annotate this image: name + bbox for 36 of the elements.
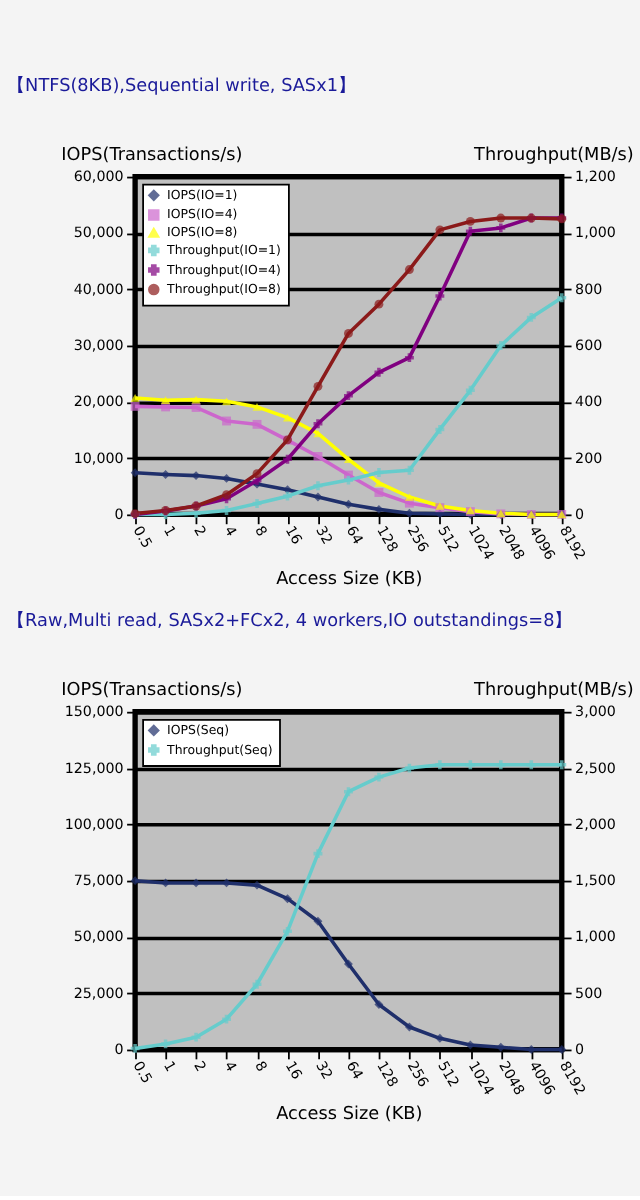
y-axis-title: IOPS(Transactions/s) bbox=[61, 145, 243, 166]
y2-tick-label: 500 bbox=[575, 983, 604, 1002]
y-tick-label: 20,000 bbox=[73, 392, 125, 411]
y-tick-label: 150,000 bbox=[64, 702, 125, 721]
y2-tick-label: 1,200 bbox=[575, 167, 617, 186]
y-tick-label: 125,000 bbox=[64, 758, 125, 777]
y2-axis-title: Throughput(MB/s) bbox=[472, 680, 634, 701]
y2-tick-label: 800 bbox=[575, 279, 604, 298]
y2-tick-label: 0 bbox=[575, 1040, 586, 1058]
y-tick-label: 0 bbox=[114, 1040, 125, 1058]
y-tick-label: 100,000 bbox=[64, 814, 125, 833]
y2-tick-label: 400 bbox=[575, 392, 604, 411]
y-tick-label: 75,000 bbox=[73, 871, 125, 890]
y-tick-label: 30,000 bbox=[73, 336, 125, 354]
y-tick-label: 60,000 bbox=[73, 167, 125, 186]
y-axis-title: IOPS(Transactions/s) bbox=[61, 680, 243, 701]
y2-tick-label: 200 bbox=[575, 448, 604, 467]
y2-tick-label: 1,000 bbox=[575, 927, 617, 946]
x-axis-title: Access Size (KB) bbox=[276, 570, 423, 591]
y-tick-label: 40,000 bbox=[73, 279, 125, 298]
y-tick-label: 10,000 bbox=[73, 448, 125, 467]
y-tick-label: 50,000 bbox=[73, 927, 125, 946]
y2-tick-label: 2,500 bbox=[575, 758, 617, 777]
y-tick-label: 50,000 bbox=[73, 223, 125, 242]
y-tick-label: 25,000 bbox=[73, 983, 125, 1002]
chart-title: 【Raw,Multi read, SASx2+FCx2, 4 workers,IO outstandings=8】 bbox=[7, 610, 573, 633]
y2-axis-title: Throughput(MB/s) bbox=[472, 145, 634, 166]
y2-tick-label: 1,000 bbox=[575, 223, 617, 242]
y-tick-label: 0 bbox=[114, 504, 125, 523]
y2-tick-label: 0 bbox=[575, 504, 586, 523]
y2-tick-label: 1,500 bbox=[575, 871, 617, 890]
x-axis-title: Access Size (KB) bbox=[276, 1105, 423, 1126]
chart-title: 【NTFS(8KB),Sequential write, SASx1】 bbox=[7, 75, 356, 98]
y2-tick-label: 2,000 bbox=[575, 814, 617, 833]
y2-tick-label: 3,000 bbox=[575, 702, 617, 721]
y2-tick-label: 600 bbox=[575, 336, 604, 354]
